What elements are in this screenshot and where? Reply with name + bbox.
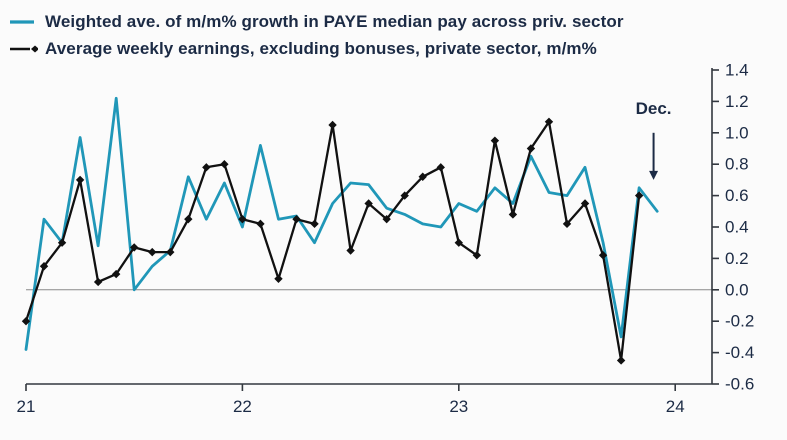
svg-text:21: 21: [17, 397, 36, 416]
paye-series-line: [24, 96, 659, 351]
svg-text:-0.6: -0.6: [725, 375, 754, 394]
svg-text:Dec.: Dec.: [636, 99, 672, 118]
legend-item-paye: Weighted ave. of m/m% growth in PAYE med…: [8, 8, 787, 35]
svg-text:-0.4: -0.4: [725, 343, 754, 362]
paye-line-marker-icon: [10, 19, 34, 24]
svg-text:0.4: 0.4: [725, 218, 749, 237]
legend-item-awe: Average weekly earnings, excluding bonus…: [8, 35, 787, 62]
svg-text:-0.2: -0.2: [725, 312, 754, 331]
legend-label-paye: Weighted ave. of m/m% growth in PAYE med…: [45, 11, 624, 31]
axes: [26, 68, 713, 385]
svg-text:1.0: 1.0: [725, 123, 749, 142]
legend: Weighted ave. of m/m% growth in PAYE med…: [0, 0, 787, 62]
awe-line-marker-icon: [10, 45, 38, 52]
awe-series-line: [21, 117, 644, 365]
svg-text:1.4: 1.4: [725, 62, 749, 80]
svg-text:23: 23: [449, 397, 468, 416]
x-axis: 21 22 23 24: [17, 384, 685, 416]
dec-annotation: Dec.: [636, 99, 672, 180]
svg-text:0.2: 0.2: [725, 249, 749, 268]
svg-text:0.6: 0.6: [725, 186, 749, 205]
line-chart: -0.6 -0.4 -0.2 0.0 0.2 0.4 0.6 0.8 1.0 1.2 1.4 21 22…: [17, 62, 755, 416]
svg-text:1.2: 1.2: [725, 92, 749, 111]
svg-text:0.0: 0.0: [725, 280, 749, 299]
svg-text:0.8: 0.8: [725, 155, 749, 174]
svg-text:24: 24: [666, 397, 685, 416]
svg-text:22: 22: [233, 397, 252, 416]
legend-label-awe: Average weekly earnings, excluding bonus…: [45, 38, 597, 58]
y-axis: -0.6 -0.4 -0.2 0.0 0.2 0.4 0.6 0.8 1.0 1.2 1.4: [712, 62, 754, 394]
